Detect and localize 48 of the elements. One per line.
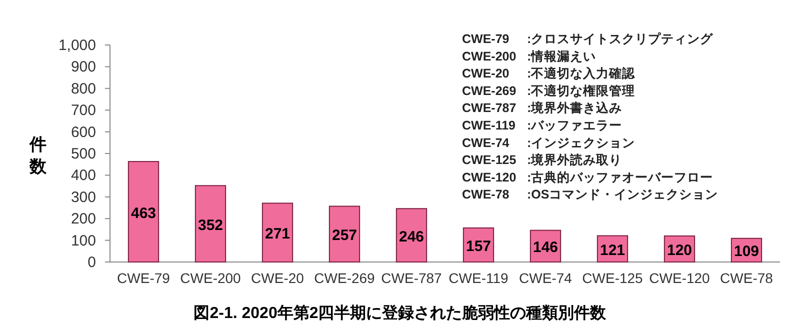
bar xyxy=(328,206,360,262)
x-tick-label: CWE-74 xyxy=(519,270,572,286)
bar xyxy=(262,202,294,262)
x-tick-label: CWE-20 xyxy=(251,270,304,286)
text: CWE-78 :OSコマンド・インジェクション xyxy=(462,188,718,202)
data-label: 246 xyxy=(398,228,424,246)
y-tick-label: 800 xyxy=(70,80,96,98)
x-tick-label: CWE-125 xyxy=(582,270,644,286)
x-tick-label: CWE-269 xyxy=(314,270,376,286)
y-tick-label: 500 xyxy=(70,146,96,162)
data-label: 271 xyxy=(264,226,290,243)
bar xyxy=(194,185,226,262)
x-tick-label: CWE-200 xyxy=(180,270,242,286)
y-tick-label: 300 xyxy=(70,188,96,206)
data-label: 463 xyxy=(130,204,156,222)
bar xyxy=(396,208,428,262)
data-label: 120 xyxy=(666,242,692,259)
data-label: 146 xyxy=(532,239,558,256)
y-tick-label: 700 xyxy=(70,102,96,120)
x-tick-label: CWE-787 xyxy=(381,270,442,286)
y-tick-label: 600 xyxy=(70,124,96,141)
annotation: CWE-119 :バッファエラー xyxy=(462,118,622,132)
y-tick-label: 1,000 xyxy=(58,37,96,54)
data-label: 121 xyxy=(600,242,626,259)
data-label: 157 xyxy=(466,238,492,255)
y-tick-label: 200 xyxy=(70,210,96,228)
x-tick-label: CWE-119 xyxy=(448,270,509,286)
y-tick-label: 0 xyxy=(88,254,96,271)
text: CWE-20 :不適切な入力確認 xyxy=(462,66,636,81)
y-axis-title: 件数 xyxy=(28,135,48,176)
data-label: 352 xyxy=(198,216,224,234)
data-label: 257 xyxy=(332,227,358,244)
text: 図2-1. 2020年第2四半期に登録された脆弱性の種類別件数 xyxy=(194,304,608,322)
annotation: CWE-125 :境界外読み取り xyxy=(462,152,622,168)
text: CWE-79 :クロスサイトスクリプティング xyxy=(462,32,714,46)
x-tick-label: CWE-78 xyxy=(720,270,774,286)
y-tick-label: 900 xyxy=(70,58,96,76)
data-label: 109 xyxy=(734,243,760,260)
x-tick-label: CWE-79 xyxy=(117,270,170,286)
annotation: CWE-269 :不適切な権限管理 xyxy=(462,82,636,98)
text: CWE-74 :インジェクション xyxy=(462,136,636,150)
bar xyxy=(128,161,160,262)
y-tick-label: 400 xyxy=(70,167,96,184)
annotation: CWE-200 :情報漏えい xyxy=(462,49,596,64)
annotation: CWE-120 :古典的バッファオーバーフロー xyxy=(462,170,714,184)
y-tick-label: 100 xyxy=(70,232,96,250)
x-tick-label: CWE-120 xyxy=(649,270,710,286)
annotation: CWE-787 :境界外書き込み xyxy=(462,100,622,116)
